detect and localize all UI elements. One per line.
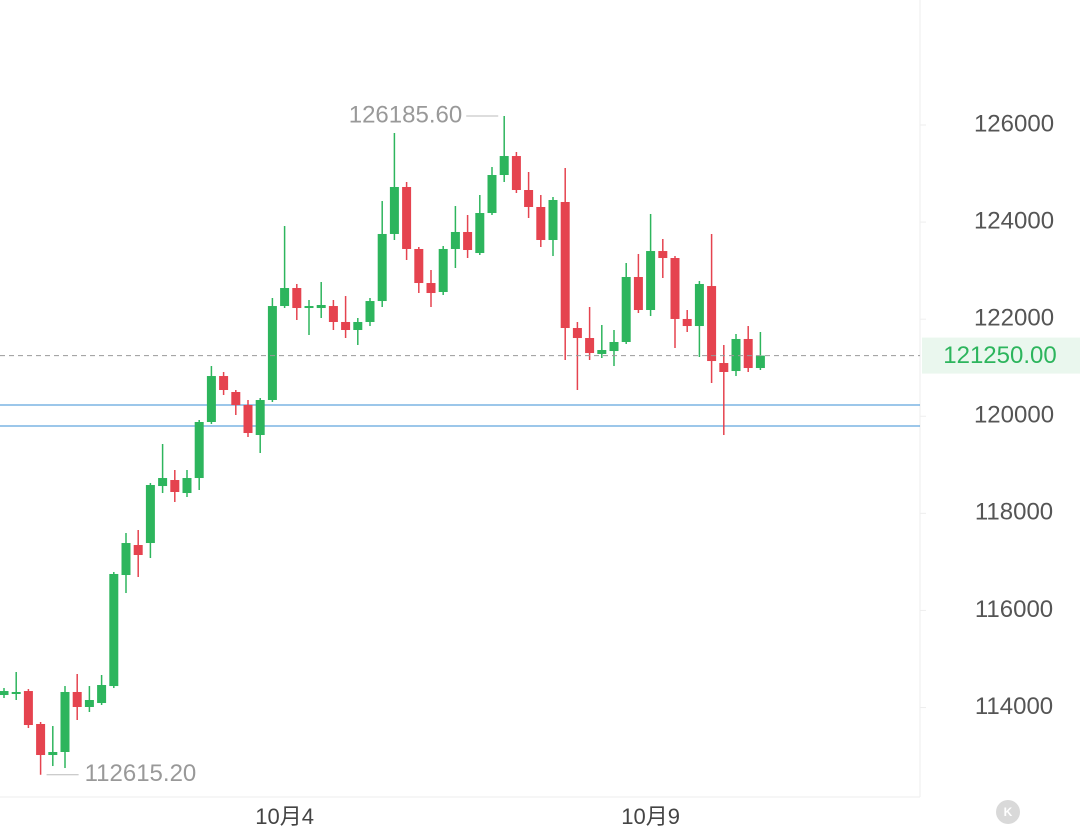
candle-body: [755, 355, 765, 369]
candle-body: [585, 338, 595, 354]
last-price-box: [922, 337, 1080, 374]
candle-body: [731, 338, 741, 372]
candle-body: [158, 478, 168, 487]
candle-body: [206, 376, 216, 422]
logo-letter: K: [1004, 805, 1013, 819]
candle-body: [0, 691, 9, 696]
candle-body: [743, 338, 753, 369]
candle-body: [414, 248, 424, 284]
candle-body: [353, 321, 363, 331]
candle-body: [243, 405, 253, 434]
candle-body: [621, 276, 631, 342]
candle-body: [560, 201, 570, 329]
candle-body: [609, 341, 619, 352]
candle-body: [133, 545, 143, 556]
candle-body: [694, 283, 704, 327]
y-tick-label: 120000: [974, 402, 1054, 429]
candle-body: [23, 691, 33, 726]
candle-body: [438, 248, 448, 292]
candle-body: [707, 286, 717, 362]
candle-body: [548, 200, 558, 241]
candle-body: [182, 478, 192, 494]
candle-body: [475, 213, 485, 254]
candle-body: [633, 276, 643, 311]
candle-body: [670, 258, 680, 319]
y-tick-label: 118000: [975, 499, 1053, 526]
candle-body: [11, 691, 21, 694]
candle-body: [719, 363, 729, 372]
candle-body: [84, 700, 94, 707]
y-tick-label: 116000: [975, 596, 1053, 623]
candle-body: [36, 723, 46, 756]
candle-body: [572, 328, 582, 339]
candle-body: [280, 288, 290, 307]
candle-body: [341, 321, 351, 331]
candle-body: [97, 685, 107, 704]
candle-body: [292, 288, 302, 309]
candle-body: [170, 480, 180, 492]
candle-body: [646, 251, 656, 311]
x-tick-label: 10月4: [255, 804, 314, 829]
candle-body: [145, 485, 155, 544]
candle-body: [511, 156, 521, 191]
candle-body: [121, 543, 131, 576]
candle-body: [219, 376, 229, 391]
candle-body: [328, 306, 338, 322]
candle-body: [682, 318, 692, 327]
candle-body: [658, 251, 668, 259]
candle-body: [377, 233, 387, 302]
candle-body: [231, 391, 241, 406]
candle-body: [402, 186, 412, 249]
candle-body: [487, 175, 497, 214]
annotation-label: 112615.20: [85, 760, 197, 787]
candle-body: [450, 231, 460, 249]
candle-body: [194, 421, 204, 479]
last-price-label: 121250.00: [943, 342, 1056, 369]
candle-body: [389, 186, 399, 234]
candle-body: [109, 573, 119, 687]
y-tick-label: 122000: [974, 305, 1054, 332]
annotation-label: 126185.60: [349, 101, 462, 128]
x-tick-label: 10月9: [621, 804, 680, 829]
candle-body: [597, 350, 607, 354]
logo-icon: [996, 800, 1020, 824]
candle-body: [72, 691, 82, 707]
y-tick-label: 114000: [975, 693, 1053, 720]
candle-body: [536, 206, 546, 241]
candle-body: [316, 305, 326, 309]
candle-body: [463, 231, 473, 251]
candle-body: [48, 751, 58, 756]
candle-body: [304, 306, 314, 309]
y-tick-label: 126000: [974, 110, 1054, 137]
candle-body: [255, 400, 265, 436]
candle-body: [524, 190, 534, 207]
candle-body: [365, 301, 375, 322]
y-tick-label: 124000: [974, 207, 1054, 234]
candle-body: [499, 156, 509, 176]
candle-body: [267, 306, 277, 401]
candle-body: [426, 283, 436, 294]
candle-body: [60, 691, 70, 752]
